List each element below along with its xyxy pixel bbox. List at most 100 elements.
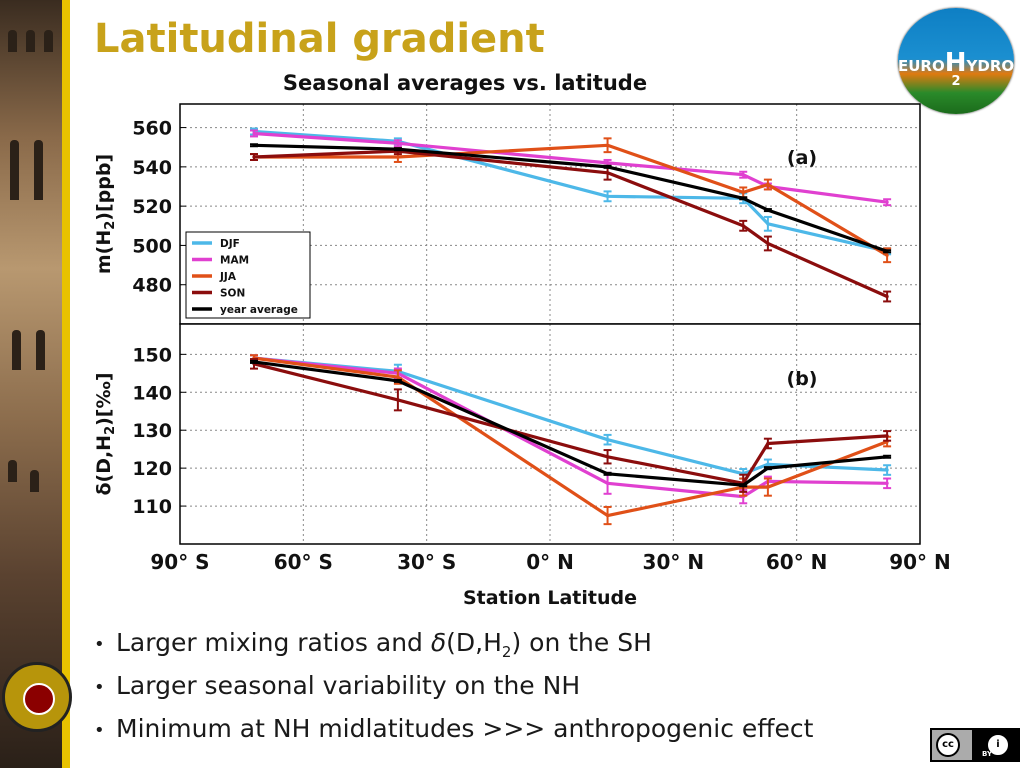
x-tick-label: 90° N [889, 550, 951, 574]
bullet-item: • Larger mixing ratios and δ(D,H2) on the… [94, 628, 652, 661]
data-point [885, 294, 889, 299]
building-window [10, 140, 19, 200]
cc-icon: cc [936, 733, 960, 757]
y-tick-label: 500 [132, 235, 172, 257]
data-point [766, 485, 770, 489]
y-tick-label: 540 [132, 157, 172, 179]
building-window [44, 30, 53, 52]
data-point [605, 161, 610, 165]
x-tick-label: 90° S [150, 550, 209, 574]
y-axis-label-b: δ(D,H2)[‰] [93, 372, 118, 495]
data-point [396, 375, 400, 379]
data-point [252, 131, 256, 136]
data-point [766, 222, 770, 226]
data-point [885, 434, 889, 438]
data-point [605, 472, 610, 476]
university-seal-logo [2, 662, 72, 732]
data-point [396, 379, 400, 383]
legend-label: SON [220, 288, 245, 300]
by-label: BY [982, 750, 993, 758]
data-point [885, 253, 889, 257]
data-point [766, 241, 770, 246]
eurohydros-logo: EUROHYDROS 2 [898, 8, 1014, 114]
logo-text: EUROHYDROS [898, 48, 1014, 78]
data-point [766, 462, 770, 466]
data-point [396, 141, 400, 145]
data-point [766, 466, 770, 470]
y-tick-label: 560 [132, 118, 172, 140]
data-point [885, 468, 889, 472]
data-point [741, 190, 745, 194]
data-point [605, 194, 610, 198]
x-axis-label: Station Latitude [463, 587, 637, 609]
data-point [605, 455, 610, 459]
panel-label-b: (b) [787, 368, 818, 390]
data-point [605, 481, 610, 485]
data-point [885, 200, 889, 204]
bullet-item: • Minimum at NH midlatitudes >>> anthropo… [94, 714, 814, 743]
series-line-jja [254, 143, 888, 257]
building-window [26, 30, 35, 52]
series-line-jja [253, 356, 888, 518]
creative-commons-badge[interactable]: cc i BY [930, 728, 1020, 762]
bullet-dot: • [94, 676, 105, 698]
plot-frame-b [179, 323, 921, 545]
data-point [605, 438, 610, 442]
data-point [252, 155, 256, 159]
series-line-djf [253, 129, 888, 253]
building-window [8, 30, 17, 52]
chart-title: Seasonal averages vs. latitude [283, 71, 647, 95]
seal-emblem [23, 683, 55, 715]
bullet-dot: • [94, 719, 105, 741]
legend-label: year average [220, 304, 298, 316]
data-point [396, 155, 400, 159]
data-point [605, 143, 610, 147]
series-line-year_average [253, 360, 888, 487]
data-point [885, 249, 889, 253]
data-point [741, 224, 745, 228]
latitude-chart: Seasonal averages vs. latitude 480 500 520 5… [93, 71, 951, 609]
series-line-son [253, 362, 888, 485]
data-point [605, 171, 610, 175]
background-building-photo [0, 0, 62, 768]
bullet-dot: • [94, 633, 105, 655]
bullet-list: • Larger mixing ratios and δ(D,H2) on the… [94, 628, 813, 757]
building-window [12, 330, 21, 370]
y-axis-label-a: m(H2)[ppb] [93, 154, 118, 274]
data-point [605, 513, 610, 518]
x-tick-label: 60° S [274, 550, 333, 574]
data-point [741, 173, 745, 177]
by-person-icon: i [986, 733, 1010, 757]
data-point [741, 196, 745, 200]
data-point [396, 147, 400, 151]
bullet-item: • Larger seasonal variability on the NH [94, 671, 581, 700]
series-line-son [253, 149, 888, 298]
x-tick-label: 30° S [397, 550, 456, 574]
building-window [8, 460, 17, 482]
x-tick-label: 60° N [766, 550, 828, 574]
data-point [252, 360, 256, 364]
legend-label: DJF [220, 238, 240, 250]
y-tick-label: 150 [132, 344, 172, 366]
building-window [30, 470, 39, 492]
x-tick-label: 30° N [643, 550, 705, 574]
x-tick-label: 0° N [526, 550, 574, 574]
data-point [741, 483, 745, 487]
legend-label: MAM [220, 255, 249, 267]
slide-title: Latitudinal gradient [94, 16, 545, 62]
data-point [766, 441, 770, 446]
y-tick-label: 130 [132, 420, 172, 442]
series-line-year_average [253, 143, 888, 253]
data-point [885, 481, 889, 485]
y-tick-label: 110 [132, 496, 172, 518]
building-window [36, 330, 45, 370]
legend-label: JJA [219, 271, 237, 283]
building-window [34, 140, 43, 200]
data-point [605, 165, 610, 169]
data-point [885, 455, 889, 459]
logo-subscript: 2 [951, 74, 961, 89]
data-point [252, 143, 256, 147]
y-tick-label: 520 [132, 196, 172, 218]
y-tick-label: 140 [132, 382, 172, 404]
y-tick-label: 480 [132, 275, 172, 297]
